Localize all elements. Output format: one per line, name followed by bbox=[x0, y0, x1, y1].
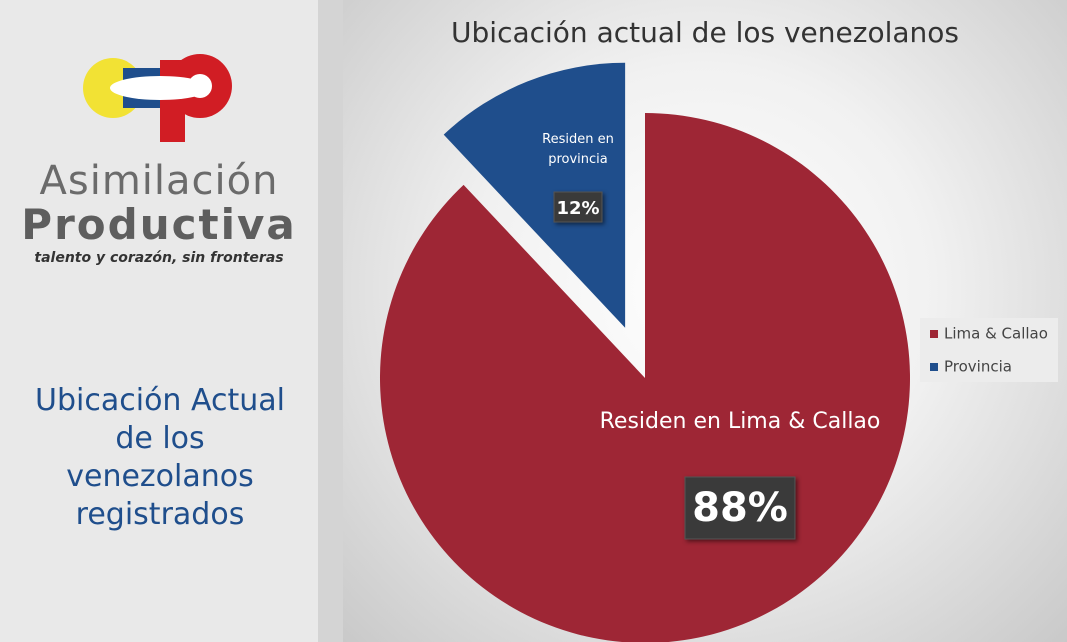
value-label: 12% bbox=[556, 198, 599, 219]
pie-slice bbox=[443, 62, 626, 328]
legend-box bbox=[920, 318, 1058, 382]
logo bbox=[83, 54, 232, 142]
sidebar: Asimilación Productiva talento y corazón… bbox=[0, 0, 318, 642]
slice-label: Residen en provincia bbox=[542, 132, 614, 167]
slice-label: Residen en Lima & Callao bbox=[600, 409, 881, 434]
legend-label: Lima & Callao bbox=[944, 325, 1048, 343]
brand-bottom: Productiva bbox=[21, 200, 297, 249]
value-label-box bbox=[684, 476, 796, 540]
tagline: talento y corazón, sin fronteras bbox=[34, 250, 284, 266]
value-label: 88% bbox=[692, 485, 788, 531]
heading: Ubicación Actual de los venezolanos regi… bbox=[35, 383, 285, 532]
legend-swatch bbox=[930, 363, 938, 371]
brand-top: Asimilación bbox=[39, 158, 279, 204]
legend-label: Provincia bbox=[944, 358, 1012, 376]
chart-title: Ubicación actual de los venezolanos bbox=[451, 16, 959, 49]
divider bbox=[318, 0, 343, 642]
legend-swatch bbox=[930, 330, 938, 338]
pie-slice bbox=[380, 113, 910, 642]
slice-label-box: Residen en provincia bbox=[542, 132, 614, 167]
value-label-box bbox=[553, 191, 603, 223]
